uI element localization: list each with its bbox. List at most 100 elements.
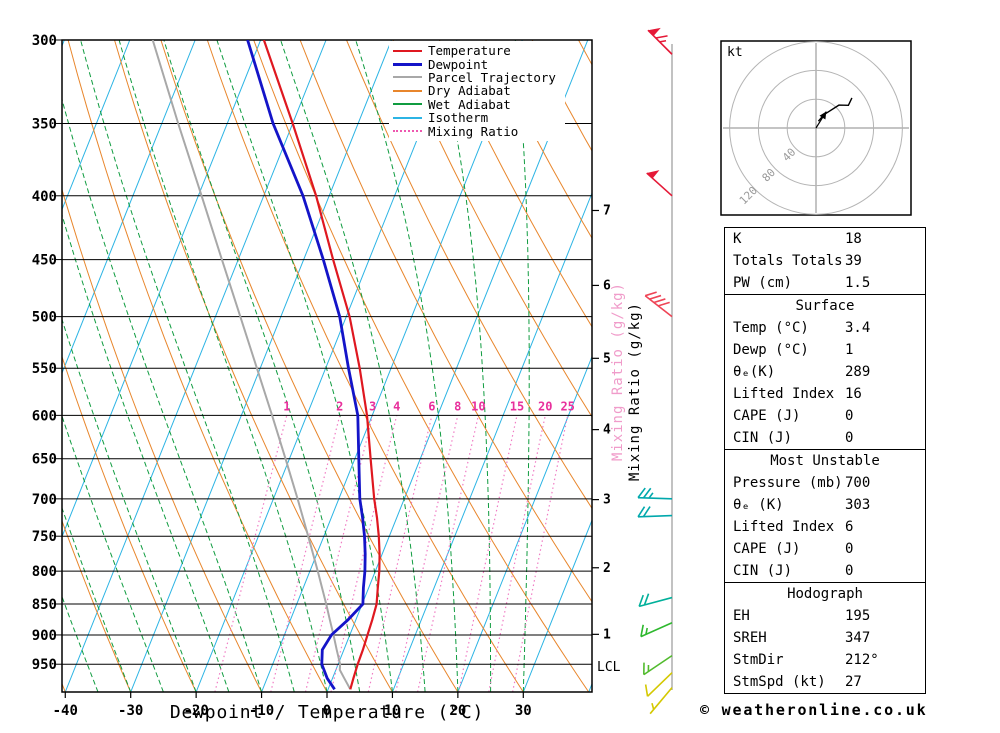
mixing-ratio-axis-label-pink: Mixing Ratio (g/kg) [610, 282, 626, 462]
legend-label: Mixing Ratio [428, 123, 519, 139]
svg-text:450: 450 [32, 253, 57, 269]
table-row: Pressure (mb) 700 [725, 472, 925, 494]
legend-item: Mixing Ratio [393, 123, 565, 139]
table-row-value: 347 [845, 630, 871, 646]
table-row: CIN (J) 0 [725, 427, 925, 449]
svg-text:1: 1 [283, 399, 290, 413]
svg-text:700: 700 [32, 492, 57, 508]
svg-text:3: 3 [369, 399, 376, 413]
table-row: θₑ(K) 289 [725, 361, 925, 383]
svg-text:1: 1 [603, 627, 611, 642]
indices-table: K 18 Totals Totals 39 PW (cm) 1.5 Surface Temp … [724, 227, 926, 694]
storm-motion-arrowhead [819, 111, 827, 120]
svg-text:750: 750 [32, 529, 57, 545]
svg-text:850: 850 [32, 597, 57, 613]
svg-text:20: 20 [449, 703, 466, 719]
table-row-label: StmDir [733, 652, 784, 668]
parcel-trajectory-curve [151, 40, 352, 690]
table-section-header: Most Unstable [770, 453, 880, 469]
table-row-value: 0 [845, 408, 854, 424]
svg-text:900: 900 [32, 628, 57, 644]
legend-line-sample [393, 130, 422, 133]
table-row-label: CAPE (J) [733, 541, 801, 557]
copyright: © weatheronline.co.uk [700, 701, 928, 719]
table-section-header: Surface [795, 298, 855, 314]
table-row: Lifted Index 6 [725, 516, 925, 538]
table-row: θₑ (K) 303 [725, 494, 925, 516]
svg-text:950: 950 [32, 657, 57, 673]
table-row-value: 1 [845, 342, 854, 358]
table-row-label: Totals Totals [733, 253, 843, 269]
mixing-ratio-axis-label: Mixing Ratio (g/kg) [627, 302, 643, 482]
legend-line-sample [393, 116, 422, 119]
table-row: CIN (J) 0 [725, 560, 925, 582]
table-row: PW (cm) 1.5 [725, 272, 925, 294]
svg-text:2: 2 [336, 399, 343, 413]
table-row-value: 700 [845, 475, 871, 491]
legend-line-sample [393, 49, 422, 52]
table-row-value: 195 [845, 608, 871, 624]
table-row: EH 195 [725, 605, 925, 627]
svg-text:20: 20 [538, 399, 552, 413]
legend-label: Isotherm [428, 110, 489, 126]
table-row-value: 289 [845, 364, 871, 380]
legend-label: Dry Adiabat [428, 83, 511, 99]
svg-text:10: 10 [471, 399, 485, 413]
hodograph-unit-label: kt [727, 45, 743, 60]
table-row-label: K [733, 231, 742, 247]
table-row-value: 212° [845, 652, 879, 668]
table-row-label: SREH [733, 630, 767, 646]
svg-text:7: 7 [603, 203, 611, 218]
svg-text:650: 650 [32, 452, 57, 468]
svg-text:500: 500 [32, 310, 57, 326]
svg-text:3: 3 [603, 493, 611, 508]
wind-barbs [637, 27, 673, 715]
legend-line-sample [393, 89, 422, 92]
hodograph-ring [757, 69, 875, 187]
table-row-value: 27 [845, 674, 862, 690]
table-section-header: Hodograph [787, 586, 863, 602]
table-row-label: CAPE (J) [733, 408, 801, 424]
legend-line-sample [393, 103, 422, 106]
legend-item: Wet Adiabat [393, 96, 565, 112]
table-row-label: StmSpd (kt) [733, 674, 826, 690]
table-row: Lifted Index 16 [725, 383, 925, 405]
legend-item: Temperature [393, 43, 565, 59]
legend-label: Wet Adiabat [428, 96, 511, 112]
table-row-value: 303 [845, 497, 871, 513]
svg-text:4: 4 [603, 423, 611, 438]
table-row: SREH 347 [725, 627, 925, 649]
svg-text:6: 6 [603, 278, 611, 293]
table-row-value: 0 [845, 430, 854, 446]
svg-text:-10: -10 [249, 703, 274, 719]
table-row-label: Dewp (°C) [733, 342, 809, 358]
svg-text:8: 8 [454, 399, 461, 413]
table-row-label: Pressure (mb) [733, 475, 843, 491]
svg-text:15: 15 [510, 399, 524, 413]
table-row-value: 6 [845, 519, 854, 535]
legend-line-sample [393, 62, 422, 66]
table-row-value: 0 [845, 541, 854, 557]
svg-text:0: 0 [323, 703, 331, 719]
table-row-value: 39 [845, 253, 862, 269]
table-row: Totals Totals 39 [725, 250, 925, 272]
svg-text:10: 10 [384, 703, 401, 719]
svg-text:400: 400 [32, 189, 57, 205]
table-row-value: 18 [845, 231, 862, 247]
legend-item: Isotherm [393, 110, 565, 126]
table-group: K 18 Totals Totals 39 PW (cm) 1.5 [724, 227, 926, 295]
svg-text:550: 550 [32, 361, 57, 377]
svg-text:30: 30 [515, 703, 532, 719]
table-row: StmDir 212° [725, 649, 925, 671]
legend-line-sample [393, 76, 422, 79]
legend-item: Parcel Trajectory [393, 70, 565, 85]
svg-text:5: 5 [603, 351, 611, 366]
table-row: Dewp (°C) 1 [725, 339, 925, 361]
x-axis-label: Dewpoint / Temperature (°C) [169, 702, 485, 723]
legend-label: Temperature [428, 43, 511, 59]
table-row-value: 3.4 [845, 320, 871, 336]
table-row-label: Temp (°C) [733, 320, 809, 336]
svg-text:25: 25 [560, 399, 574, 413]
table-row-value: 0 [845, 563, 854, 579]
